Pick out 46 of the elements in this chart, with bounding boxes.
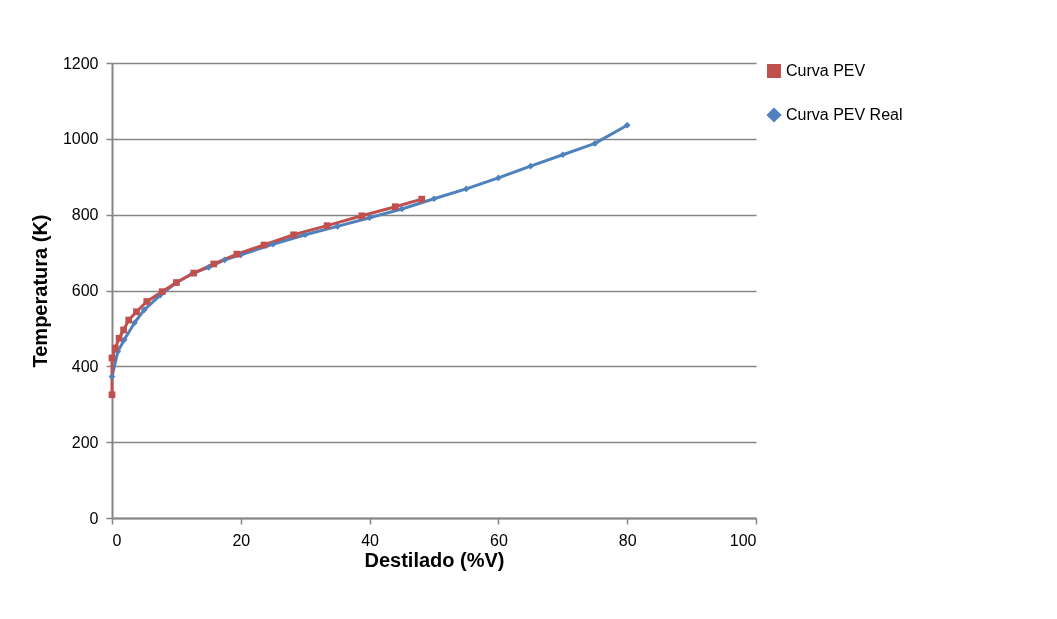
- point: [140, 306, 148, 314]
- point: [221, 256, 229, 264]
- y-tick-label: 1200: [62, 54, 99, 72]
- x-tick-label: 80: [618, 531, 637, 549]
- point: [115, 334, 123, 342]
- y-tick-label: 200: [71, 433, 99, 451]
- point: [125, 316, 133, 324]
- point: [269, 240, 277, 248]
- point: [205, 264, 212, 271]
- point: [108, 391, 116, 399]
- point: [462, 185, 470, 193]
- point: [418, 195, 426, 203]
- x-tick-label: 40: [361, 531, 380, 549]
- point: [623, 121, 631, 129]
- point: [290, 231, 297, 239]
- point: [495, 174, 502, 182]
- point: [527, 162, 534, 170]
- x-tick-label: 60: [490, 531, 508, 549]
- point: [559, 151, 567, 159]
- point: [143, 298, 151, 305]
- x-tick-label: 0: [112, 531, 122, 549]
- point: [366, 214, 373, 222]
- point: [301, 231, 309, 239]
- x-tick-label: 20: [232, 531, 251, 549]
- y-tick-label: 0: [89, 509, 99, 527]
- x-tick-label: 100: [729, 531, 757, 549]
- legend-label: Curva PEV: [786, 62, 866, 79]
- point: [323, 222, 331, 230]
- point: [358, 212, 366, 220]
- y-tick-label: 1000: [62, 130, 99, 148]
- point: [210, 260, 218, 268]
- x-axis-title: Destilado (%V): [364, 548, 505, 571]
- point: [430, 195, 438, 203]
- y-tick-label: 800: [71, 206, 99, 224]
- point: [398, 205, 406, 213]
- legend-label: Curva PEV Real: [786, 106, 903, 123]
- point: [133, 308, 140, 316]
- point: [111, 344, 119, 352]
- point: [392, 203, 399, 211]
- point: [158, 288, 166, 295]
- y-tick-label: 400: [71, 357, 99, 375]
- point: [120, 326, 127, 334]
- point: [334, 223, 341, 230]
- y-tick-label: 600: [71, 282, 99, 299]
- y-axis-title: Temperatura (K): [28, 214, 51, 368]
- point: [131, 319, 138, 327]
